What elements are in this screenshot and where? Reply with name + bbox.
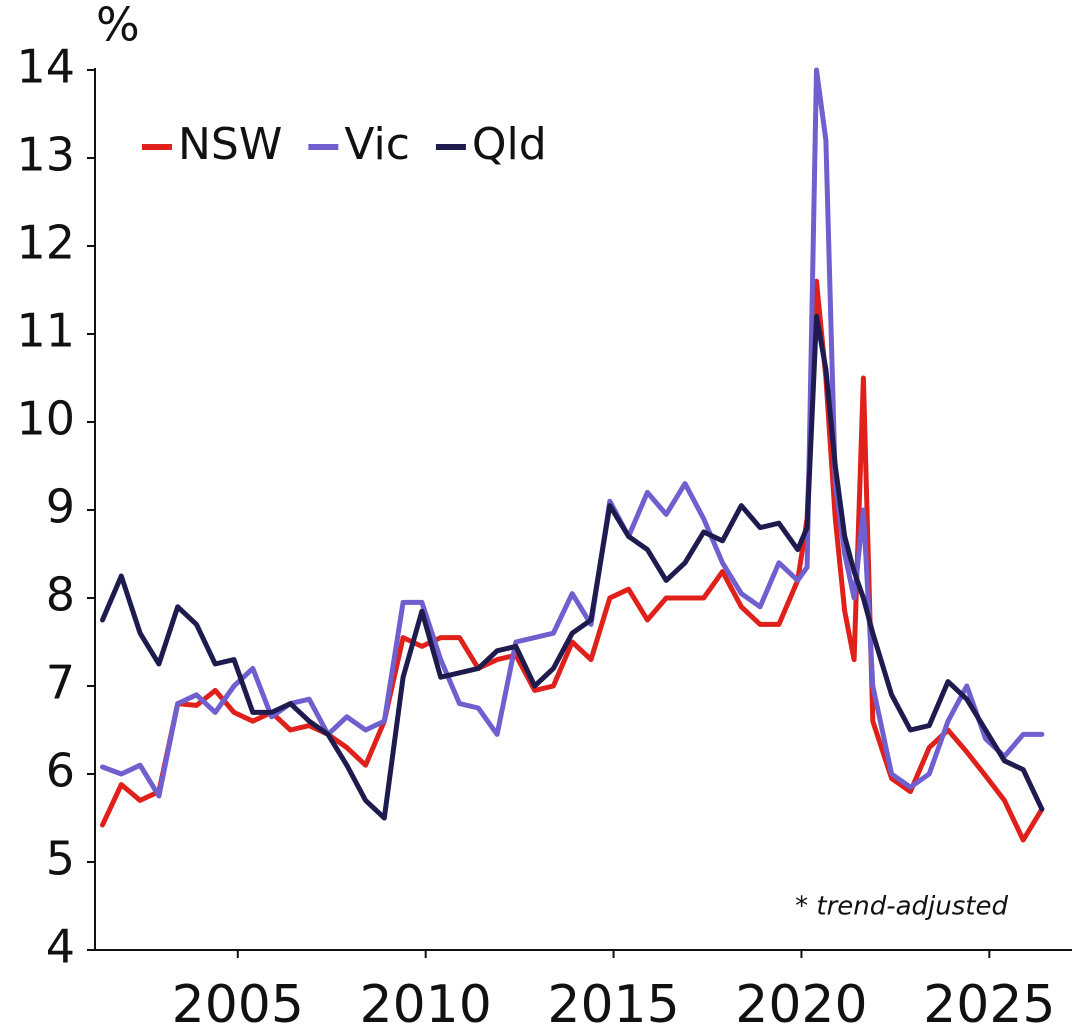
y-unit-label: % — [96, 0, 140, 52]
series-line — [100, 313, 1045, 821]
y-tick-label: 14 — [16, 40, 75, 94]
y-tick-label: 6 — [46, 744, 75, 798]
x-tick-label: 2010 — [360, 975, 492, 1033]
legend-label: NSW — [178, 119, 282, 170]
y-tick-label: 5 — [46, 832, 75, 886]
x-tick-label: 2005 — [172, 975, 304, 1033]
x-tick-label: 2025 — [923, 975, 1055, 1033]
y-tick-label: 9 — [46, 480, 75, 534]
y-tick-label: 7 — [46, 656, 75, 710]
annotation: * trend-adjusted — [795, 892, 1008, 922]
series-line — [100, 278, 1045, 843]
x-tick-label: 2020 — [735, 975, 867, 1033]
y-tick-label: 12 — [16, 216, 75, 270]
legend-label: Vic — [344, 119, 410, 170]
y-tick-label: 8 — [46, 568, 75, 622]
y-tick-label: 11 — [16, 304, 75, 358]
y-tick-label: 10 — [16, 392, 75, 446]
y-tick-label: 4 — [46, 920, 75, 974]
x-tick-label: 2015 — [547, 975, 679, 1033]
legend-label: Qld — [472, 119, 547, 170]
series-line — [100, 67, 1045, 799]
y-tick-label: 13 — [16, 128, 75, 182]
